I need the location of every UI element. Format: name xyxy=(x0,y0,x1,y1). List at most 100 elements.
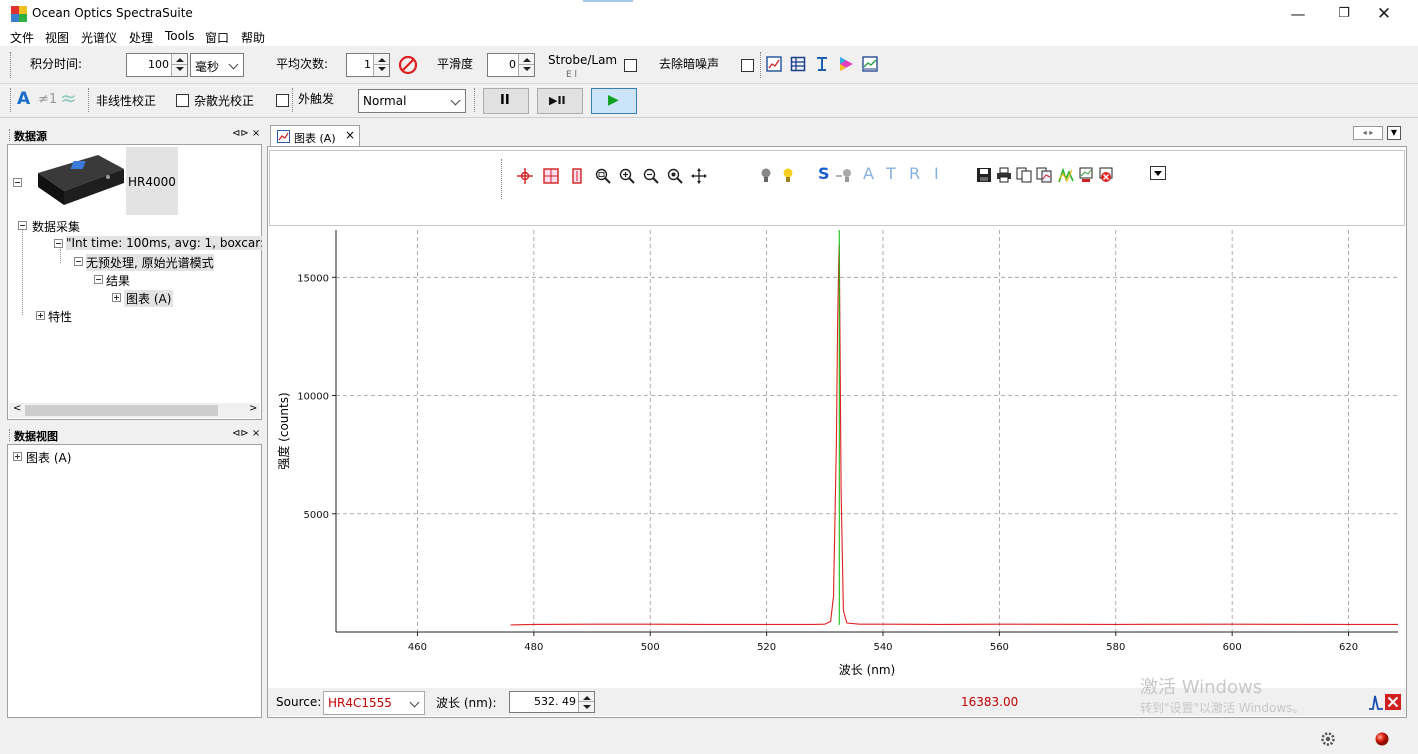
panel-grip[interactable] xyxy=(9,129,11,141)
spinner-arrows-icon[interactable] xyxy=(518,54,534,76)
scope-mode-icon[interactable]: S xyxy=(818,164,830,183)
print-icon[interactable] xyxy=(996,167,1012,183)
tree-item-no-preprocessing[interactable]: 无预处理, 原始光谱模式 xyxy=(86,254,214,271)
tree-item-results[interactable]: 结果 xyxy=(106,274,131,288)
export-chart-icon[interactable] xyxy=(1078,167,1094,183)
scroll-right-icon[interactable]: > xyxy=(249,403,258,414)
chart-view-icon[interactable] xyxy=(862,56,878,72)
reflection-mode-icon[interactable]: R xyxy=(909,164,921,183)
single-step-button[interactable]: ▶II xyxy=(537,88,583,114)
save-icon[interactable] xyxy=(976,167,992,183)
spinner-arrows-icon[interactable] xyxy=(578,692,594,712)
menu-tools[interactable]: Tools xyxy=(165,29,195,43)
spectrum-overlay-icon[interactable] xyxy=(1058,167,1074,183)
font-a-icon[interactable]: A xyxy=(17,89,31,109)
spectrum-plot[interactable]: 460 480 500 520 540 560 580 600 620 5000 10000 1500… xyxy=(268,226,1406,682)
average-spinner[interactable]: 1 xyxy=(346,53,390,77)
color-icon[interactable] xyxy=(838,56,854,72)
stop-prohibit-icon[interactable] xyxy=(398,55,418,75)
spinner-arrows-icon[interactable] xyxy=(171,54,187,76)
panel-grip[interactable] xyxy=(9,429,11,441)
toolbar-grip[interactable] xyxy=(10,52,12,78)
crosshair-icon[interactable] xyxy=(516,167,534,185)
close-button[interactable]: ✕ xyxy=(1376,4,1392,24)
tree-item-data-acquisition[interactable]: 数据采集 xyxy=(32,220,81,234)
tree-item-chart-a[interactable]: 图表 (A) xyxy=(124,290,174,307)
panel-pin-close-icon[interactable]: ⊲⊳ × xyxy=(232,128,261,139)
zoom-fit-icon[interactable] xyxy=(594,167,612,185)
play-button[interactable]: ▶ xyxy=(591,88,637,114)
delete-chart-icon[interactable] xyxy=(1098,167,1114,183)
toolbar-overflow-button[interactable] xyxy=(1150,166,1166,180)
integration-unit-select[interactable]: 毫秒 xyxy=(190,53,244,77)
minimize-button[interactable]: — xyxy=(1290,5,1306,23)
tab-close-icon[interactable]: × xyxy=(345,128,356,142)
text-cursor-icon[interactable] xyxy=(814,56,830,72)
tree-collapse-icon[interactable] xyxy=(74,257,83,266)
toolbar-grip[interactable] xyxy=(474,88,476,112)
zoom-out-icon[interactable] xyxy=(642,167,660,185)
zoom-box-icon[interactable] xyxy=(542,167,560,185)
spinner-arrows-icon[interactable] xyxy=(373,54,389,76)
tree-collapse-icon[interactable] xyxy=(54,239,63,248)
transmission-mode-icon[interactable]: T xyxy=(886,164,896,183)
settings-gear-icon[interactable] xyxy=(1320,731,1336,747)
tree-expand-icon[interactable] xyxy=(13,452,22,461)
toolbar-grip[interactable] xyxy=(10,88,12,112)
copy-graph-icon[interactable] xyxy=(1036,167,1052,183)
close-peak-icon[interactable] xyxy=(1385,694,1401,710)
toolbar-grip[interactable] xyxy=(292,88,294,112)
strobe-checkbox[interactable] xyxy=(624,59,637,72)
tree-item-acquisition-config[interactable]: "Int time: 100ms, avg: 1, boxcar: xyxy=(66,236,262,250)
external-trigger-checkbox[interactable] xyxy=(276,94,289,107)
absorbance-mode-icon[interactable]: A xyxy=(863,164,874,183)
zoom-reset-icon[interactable] xyxy=(666,167,684,185)
zoom-vertical-icon[interactable] xyxy=(568,167,586,185)
pause-button[interactable]: II xyxy=(483,88,529,114)
graph-icon[interactable] xyxy=(766,56,782,72)
tree-collapse-icon[interactable] xyxy=(18,221,27,230)
toolbar-grip[interactable] xyxy=(88,88,90,112)
not-equal-one-icon[interactable]: ≠1 xyxy=(38,92,58,107)
table-icon[interactable] xyxy=(790,56,806,72)
horizontal-scrollbar[interactable]: < > xyxy=(9,403,260,418)
tree-expand-icon[interactable] xyxy=(36,311,45,320)
smoothing-spinner[interactable]: 0 xyxy=(487,53,535,77)
pan-icon[interactable] xyxy=(690,167,708,185)
tab-scroll-icon[interactable]: ◂ ▸ xyxy=(1353,126,1383,140)
stray-light-checkbox[interactable] xyxy=(176,94,189,107)
lamp-off-icon[interactable] xyxy=(758,167,774,185)
zoom-in-icon[interactable] xyxy=(618,167,636,185)
toolbar-grip[interactable] xyxy=(501,159,503,199)
menu-file[interactable]: 文件 xyxy=(10,31,35,45)
peak-icon[interactable] xyxy=(1368,694,1384,710)
menu-help[interactable]: 帮助 xyxy=(241,31,266,45)
tree-collapse-icon[interactable] xyxy=(94,275,103,284)
tab-list-icon[interactable]: ▼ xyxy=(1387,126,1401,140)
integration-time-spinner[interactable]: 100 xyxy=(126,53,188,77)
dark-noise-checkbox[interactable] xyxy=(741,59,754,72)
wave-icon[interactable]: ≈ xyxy=(60,86,77,110)
tree-item-properties[interactable]: 特性 xyxy=(48,310,73,324)
menu-processing[interactable]: 处理 xyxy=(129,31,154,45)
menu-window[interactable]: 窗口 xyxy=(205,31,230,45)
scrollbar-thumb[interactable] xyxy=(25,405,218,416)
copy-icon[interactable] xyxy=(1016,167,1032,183)
tree-expand-icon[interactable] xyxy=(112,293,121,302)
tree-collapse-icon[interactable] xyxy=(13,178,22,187)
wavelength-spinner[interactable]: 532. 49 xyxy=(509,691,595,713)
lamp-dim-icon[interactable] xyxy=(836,167,854,185)
menu-spectrometer[interactable]: 光谱仪 xyxy=(81,31,118,45)
trigger-mode-select[interactable]: Normal xyxy=(358,89,466,113)
menu-view[interactable]: 视图 xyxy=(45,31,70,45)
irradiance-mode-icon[interactable]: I xyxy=(934,164,939,183)
tab-chart-a[interactable]: 图表 (A) × xyxy=(270,125,360,147)
source-select[interactable]: HR4C1555 xyxy=(323,691,425,715)
toolbar-grip[interactable] xyxy=(760,52,762,78)
scroll-left-icon[interactable]: < xyxy=(13,403,22,414)
maximize-button[interactable]: ❐ xyxy=(1338,6,1350,21)
dataview-item-chart-a[interactable]: 图表 (A) xyxy=(26,451,72,465)
panel-pin-close-icon[interactable]: ⊲⊳ × xyxy=(232,428,261,439)
device-name[interactable]: HR4000 xyxy=(128,175,176,189)
lamp-on-icon[interactable] xyxy=(780,167,796,185)
